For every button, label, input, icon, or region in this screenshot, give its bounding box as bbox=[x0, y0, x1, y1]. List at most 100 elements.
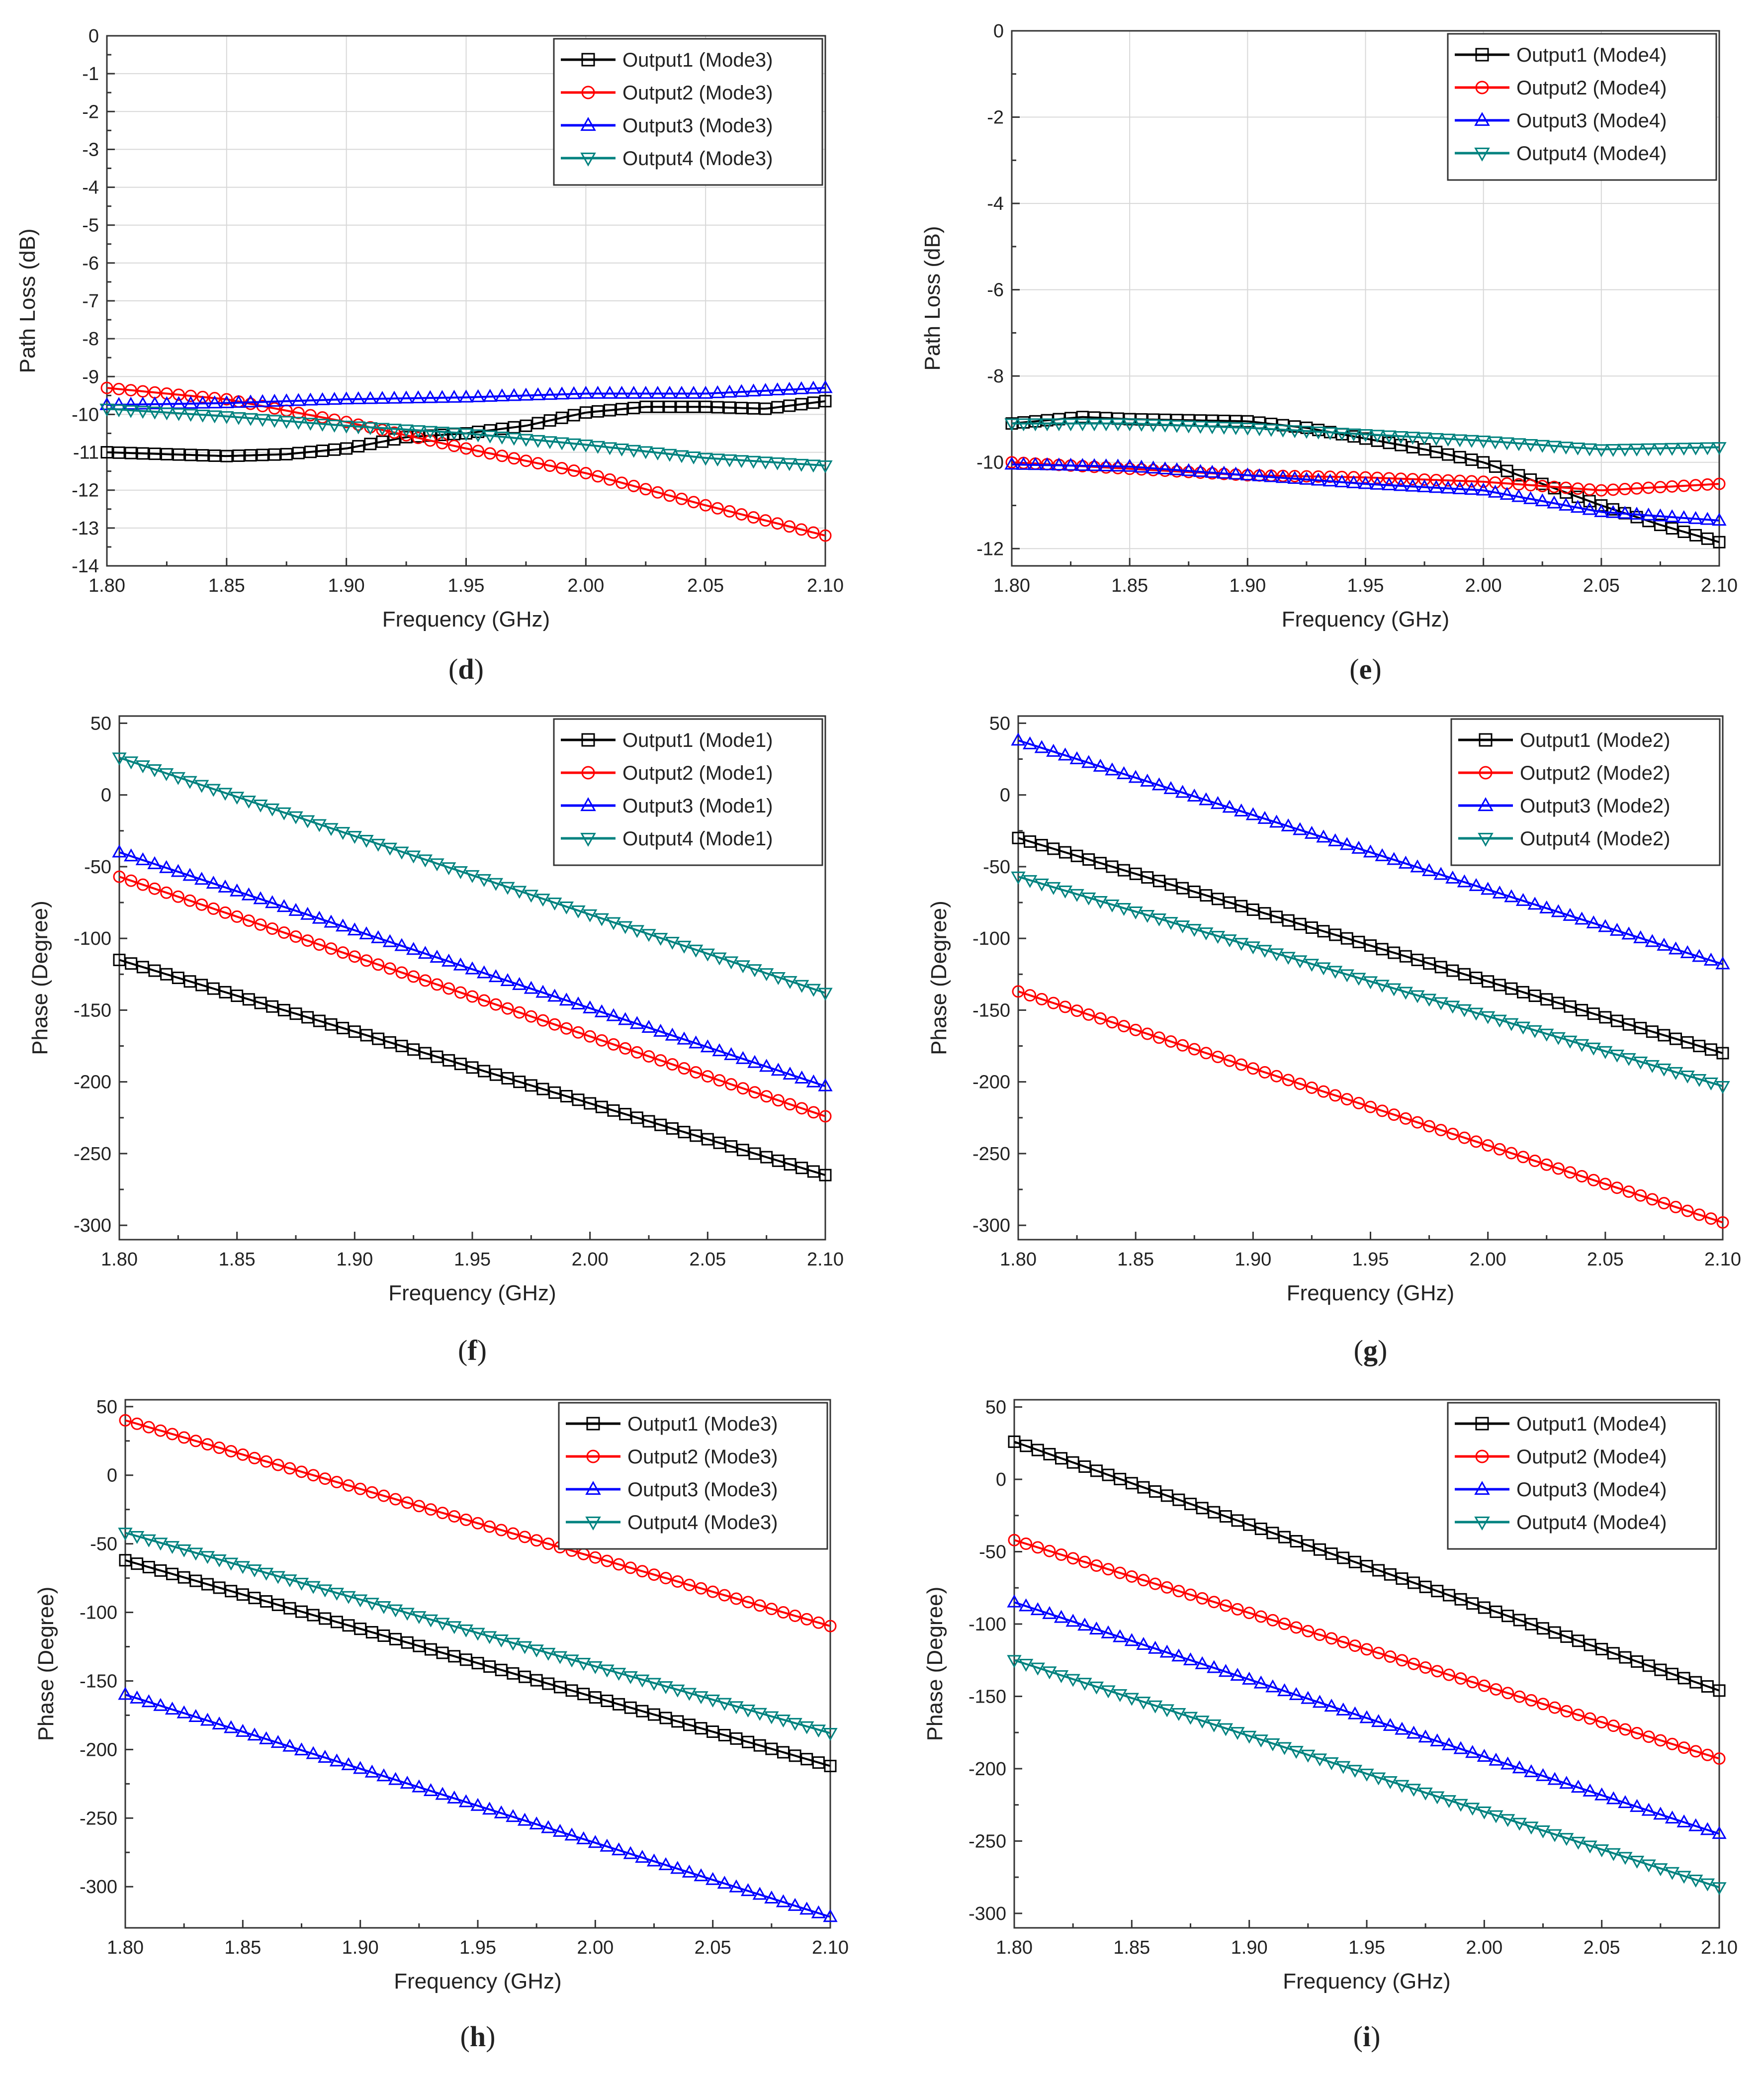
data-point bbox=[1210, 931, 1226, 944]
data-point bbox=[431, 1050, 443, 1063]
data-point bbox=[1406, 1784, 1421, 1797]
data-point bbox=[1149, 1577, 1162, 1590]
data-point bbox=[1158, 464, 1171, 477]
data-point bbox=[1171, 1648, 1186, 1662]
data-point bbox=[555, 411, 568, 424]
data-point bbox=[283, 1462, 296, 1475]
data-point bbox=[752, 1887, 767, 1900]
data-point bbox=[1140, 910, 1155, 923]
data-point bbox=[648, 1708, 660, 1721]
data-point bbox=[1388, 946, 1401, 959]
series-2 bbox=[119, 1414, 837, 1632]
data-point bbox=[1493, 1143, 1506, 1156]
y-tick-label: -200 bbox=[74, 1072, 111, 1093]
data-point bbox=[1208, 1596, 1221, 1609]
data-point bbox=[276, 899, 292, 912]
data-point bbox=[1172, 1585, 1185, 1598]
data-point bbox=[571, 996, 586, 1010]
data-point bbox=[315, 392, 330, 405]
data-point bbox=[1101, 1685, 1116, 1699]
data-point bbox=[1470, 1135, 1483, 1148]
data-point bbox=[1469, 1007, 1484, 1021]
data-point bbox=[650, 448, 665, 461]
data-point bbox=[387, 424, 402, 437]
data-point bbox=[207, 410, 222, 424]
data-point bbox=[659, 1712, 672, 1724]
data-point bbox=[1370, 476, 1385, 490]
y-axis-label: Phase (Degree) bbox=[927, 901, 951, 1055]
series-line bbox=[1018, 837, 1723, 1054]
data-point bbox=[639, 400, 652, 413]
data-point bbox=[412, 1779, 427, 1793]
data-point bbox=[517, 1812, 532, 1826]
data-point bbox=[1312, 1753, 1327, 1767]
data-point bbox=[1312, 470, 1325, 483]
data-point bbox=[219, 395, 234, 408]
data-point bbox=[578, 385, 594, 399]
data-point bbox=[430, 858, 444, 872]
data-point bbox=[494, 1805, 509, 1818]
data-point bbox=[1334, 428, 1349, 441]
legend-box bbox=[553, 38, 823, 186]
data-point bbox=[1075, 457, 1090, 471]
data-point bbox=[1583, 1783, 1597, 1797]
data-point bbox=[418, 854, 433, 868]
data-point bbox=[1346, 428, 1361, 442]
data-point bbox=[1241, 1730, 1257, 1744]
data-point bbox=[1122, 418, 1137, 432]
data-point bbox=[400, 1608, 415, 1621]
data-point bbox=[1219, 1599, 1232, 1612]
data-point bbox=[1570, 500, 1586, 513]
data-point bbox=[1022, 875, 1038, 888]
data-point bbox=[195, 395, 210, 409]
data-point bbox=[807, 526, 820, 539]
data-point bbox=[600, 1664, 615, 1678]
data-point bbox=[118, 1687, 133, 1700]
data-point bbox=[594, 913, 610, 926]
data-point bbox=[1101, 1625, 1116, 1638]
data-point bbox=[335, 918, 351, 932]
data-point bbox=[1169, 420, 1184, 433]
data-point bbox=[1423, 957, 1436, 970]
data-point bbox=[1055, 1452, 1068, 1465]
data-point bbox=[306, 1746, 321, 1759]
x-tick-label: 2.05 bbox=[1584, 1937, 1620, 1958]
data-point bbox=[723, 401, 736, 414]
data-point bbox=[453, 957, 468, 971]
legend-marker bbox=[581, 86, 595, 99]
data-point bbox=[1642, 1730, 1655, 1743]
data-point bbox=[1492, 1014, 1507, 1028]
data-point bbox=[236, 1588, 249, 1601]
data-point bbox=[496, 422, 509, 435]
data-point bbox=[1441, 1737, 1457, 1750]
data-point bbox=[292, 447, 305, 459]
data-point bbox=[424, 434, 437, 447]
legend: Output1 (Mode3)Output2 (Mode3)Output3 (M… bbox=[558, 1402, 828, 1550]
data-point bbox=[184, 389, 197, 402]
data-point bbox=[1336, 1761, 1351, 1774]
data-point bbox=[734, 384, 749, 397]
data-point bbox=[712, 952, 727, 966]
legend-marker bbox=[1475, 81, 1489, 94]
data-point bbox=[1070, 849, 1083, 862]
data-point bbox=[1716, 1047, 1729, 1060]
data-point bbox=[1200, 889, 1213, 902]
data-point bbox=[1393, 431, 1409, 444]
data-point bbox=[1163, 781, 1178, 794]
data-point bbox=[1399, 950, 1412, 963]
data-point bbox=[819, 395, 832, 408]
data-point bbox=[1689, 529, 1702, 542]
data-point bbox=[1007, 1594, 1022, 1608]
data-point bbox=[1196, 1592, 1209, 1605]
data-point bbox=[1405, 432, 1420, 445]
data-point bbox=[341, 1757, 356, 1770]
data-point bbox=[1024, 835, 1037, 848]
data-point bbox=[1680, 1070, 1695, 1084]
data-point bbox=[1634, 1021, 1647, 1034]
legend-marker bbox=[580, 117, 596, 131]
data-point bbox=[1287, 471, 1302, 484]
data-point bbox=[1149, 1485, 1162, 1498]
legend-label: Output3 (Mode1) bbox=[622, 795, 773, 817]
chart-panel-f: 1.80 1.85 1.90 1.95 2.00 2.05 2.10500-50-100-1… bbox=[28, 713, 844, 1366]
legend-box bbox=[1447, 1402, 1717, 1550]
